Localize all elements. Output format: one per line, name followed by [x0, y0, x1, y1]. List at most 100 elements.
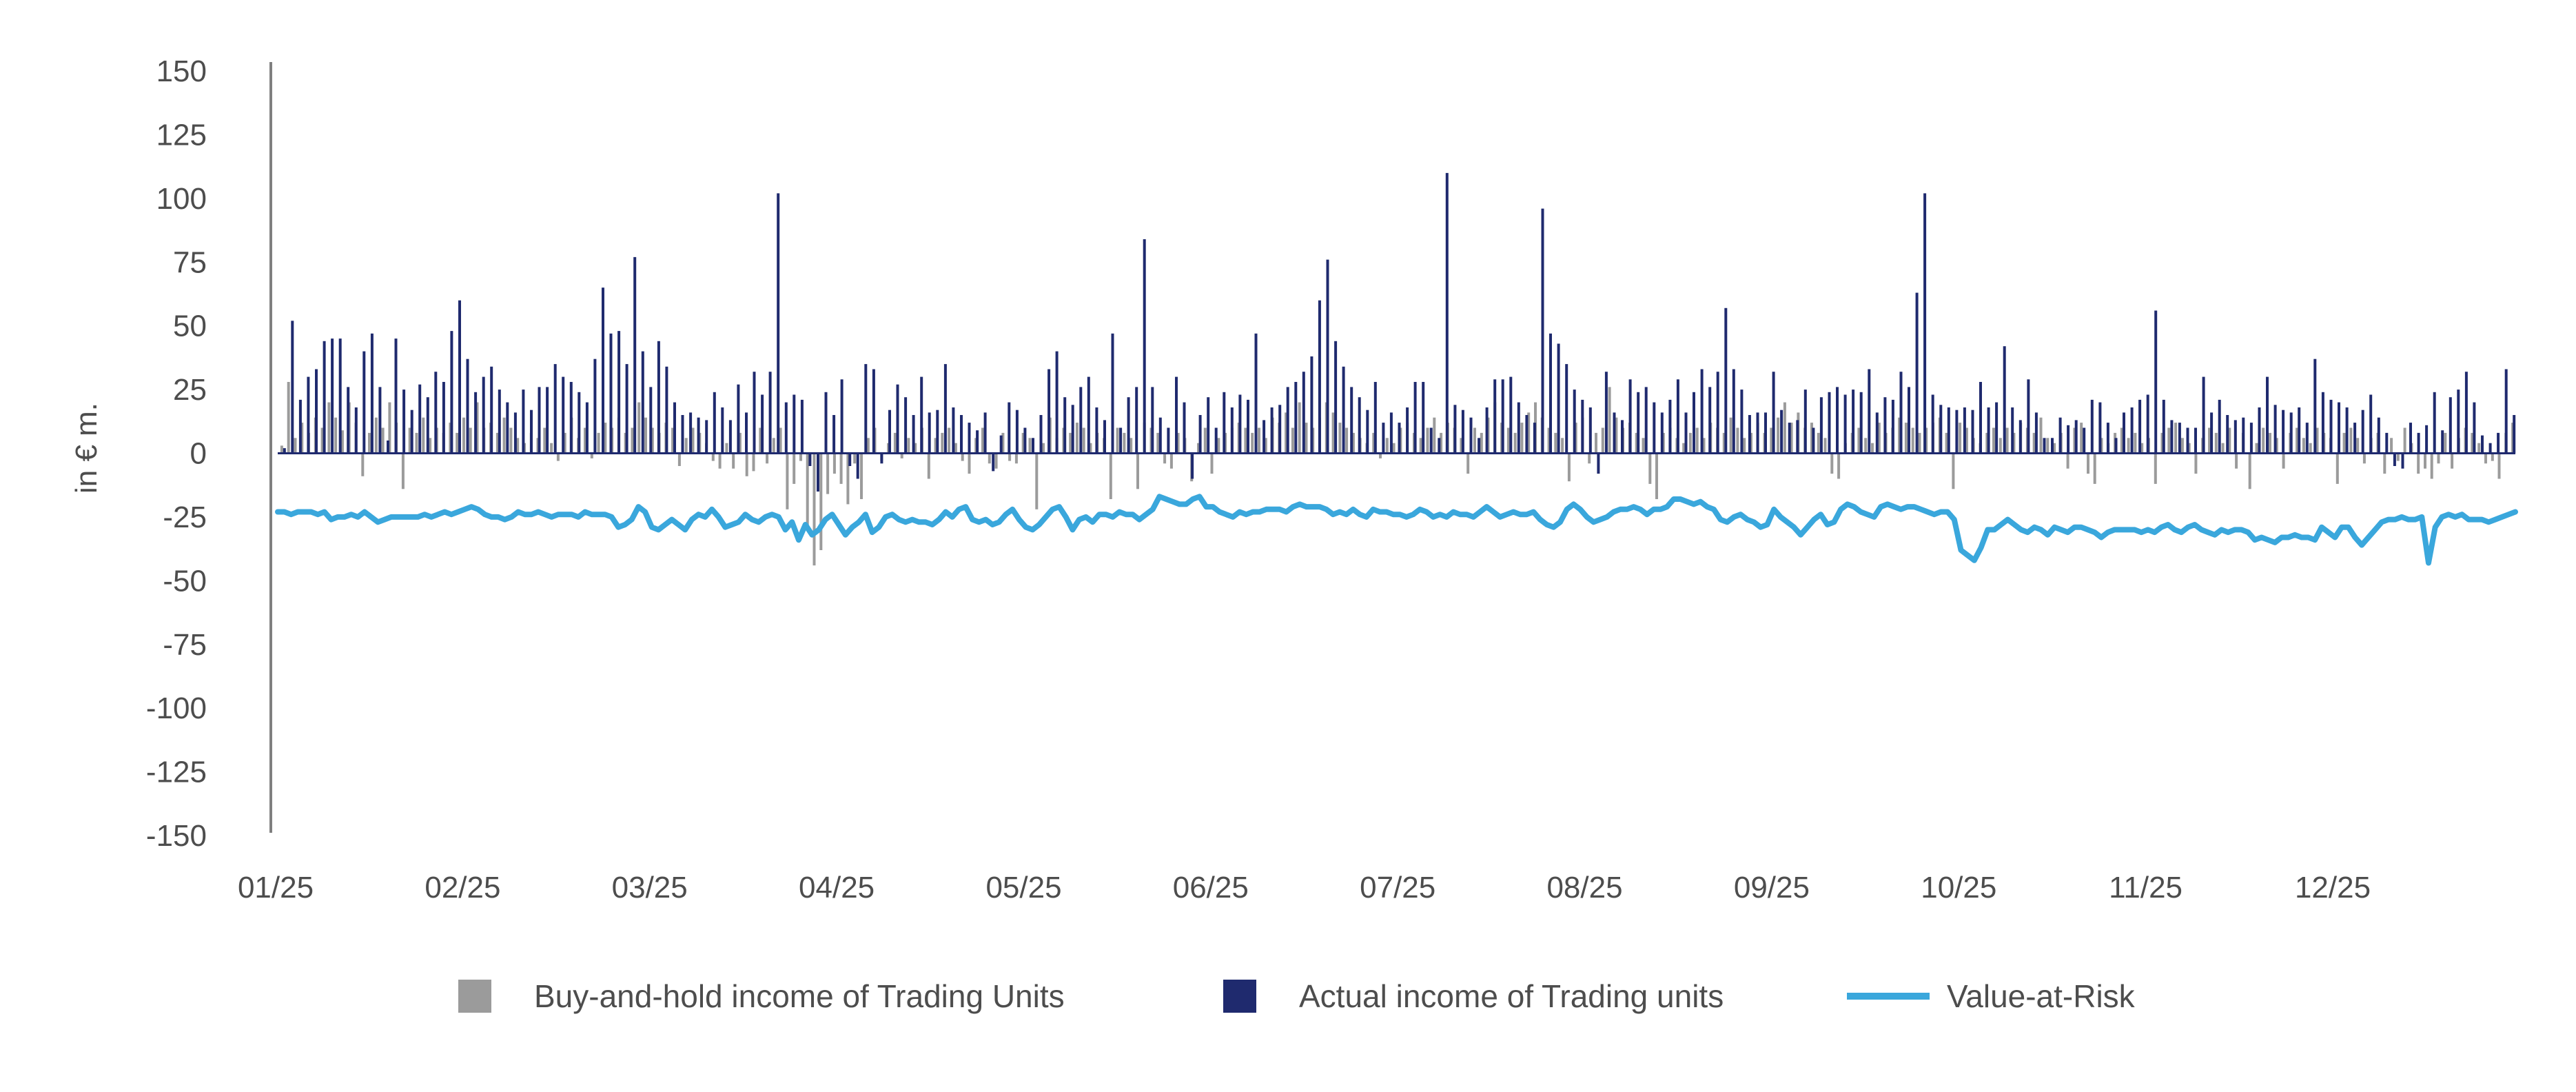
- buy-and-hold-bar: [2012, 432, 2016, 454]
- actual-income-bar: [1637, 392, 1640, 454]
- actual-income-bar: [2162, 399, 2165, 454]
- buy-and-hold-bar: [2005, 427, 2009, 454]
- actual-income-bar: [2289, 412, 2293, 454]
- actual-income-bar: [2249, 423, 2253, 454]
- actual-income-bar: [2130, 407, 2134, 454]
- actual-income-bar: [1517, 402, 1520, 454]
- buy-and-hold-bar: [1520, 423, 1524, 454]
- buy-and-hold-bar: [2039, 417, 2043, 454]
- actual-income-bar: [649, 387, 653, 454]
- y-tick-label: -75: [163, 628, 207, 662]
- buy-and-hold-bar: [684, 438, 688, 454]
- buy-and-hold-bar: [2451, 453, 2454, 469]
- x-tick-label: 03/25: [612, 871, 688, 904]
- actual-income-bar: [1389, 412, 1393, 454]
- actual-income-bar: [864, 364, 868, 454]
- buy-and-hold-bar: [2066, 453, 2069, 469]
- y-axis-title: in € m.: [70, 403, 103, 494]
- actual-income-bar: [1812, 427, 1815, 454]
- y-tick-label: 125: [156, 118, 207, 152]
- value-at-risk-path: [275, 494, 2518, 566]
- buy-and-hold-bar: [381, 427, 385, 454]
- actual-income-bar: [2313, 358, 2317, 454]
- actual-income-bar: [1875, 412, 1879, 454]
- actual-income-bar: [602, 287, 604, 454]
- buy-and-hold-bar: [2134, 432, 2137, 454]
- actual-income-bar: [753, 372, 756, 454]
- actual-income-bar: [2361, 410, 2364, 454]
- buy-and-hold-bar: [988, 453, 991, 464]
- buy-and-hold-bar: [2417, 453, 2420, 474]
- buy-and-hold-bar: [1210, 453, 1214, 474]
- buy-and-hold-bar: [2032, 432, 2036, 454]
- actual-income-bar: [1310, 356, 1313, 454]
- buy-and-hold-bar: [2053, 443, 2056, 454]
- y-tick-label: 150: [156, 54, 207, 88]
- buy-and-hold-bar: [1952, 453, 1955, 489]
- actual-income-bar: [1628, 379, 1632, 454]
- actual-income-bar: [1868, 369, 1871, 454]
- actual-income-bar: [1032, 438, 1034, 454]
- buy-and-hold-bar: [1351, 432, 1355, 454]
- value-at-risk-line: [275, 494, 2518, 566]
- actual-income-bar: [2401, 453, 2404, 469]
- buy-and-hold-bar: [1588, 453, 1591, 464]
- x-tick-label: 06/25: [1173, 871, 1249, 904]
- actual-income-bar: [1270, 407, 1274, 454]
- actual-income-bar: [2258, 407, 2261, 454]
- buy-and-hold-bar: [287, 382, 290, 454]
- actual-income-bar: [1485, 407, 1489, 454]
- buy-and-hold-bar: [2208, 427, 2211, 454]
- buy-and-hold-bar: [759, 427, 762, 454]
- actual-income-bar: [793, 394, 796, 454]
- actual-income-bar: [1191, 453, 1194, 479]
- actual-income-bar: [2433, 392, 2436, 454]
- actual-income-bar: [1493, 379, 1497, 454]
- buy-and-hold-bar: [462, 417, 465, 454]
- actual-income-bar: [1278, 405, 1282, 454]
- actual-income-bar: [1908, 387, 1910, 454]
- actual-income-bar: [983, 412, 987, 454]
- actual-income-bar: [1406, 407, 1409, 454]
- buy-and-hold-bar: [1904, 423, 1908, 454]
- actual-income-bar: [1167, 427, 1170, 454]
- actual-income-bar: [912, 415, 915, 454]
- buy-and-hold-bar: [1075, 423, 1079, 454]
- actual-income-bar: [1318, 300, 1321, 454]
- buy-and-hold-bar: [1561, 438, 1564, 454]
- buy-and-hold-bar: [1014, 453, 1018, 464]
- buy-and-hold-bar: [1379, 453, 1382, 458]
- actual-income-bar: [665, 366, 668, 454]
- buy-and-hold-bar: [1695, 427, 1699, 454]
- buy-and-hold-bar: [893, 432, 897, 454]
- actual-income-bar: [2345, 407, 2349, 454]
- actual-income-bar: [2417, 432, 2420, 454]
- actual-income-bar: [2441, 430, 2444, 454]
- actual-income-bar: [2353, 423, 2357, 454]
- buy-and-hold-bar: [327, 402, 331, 454]
- buy-and-hold-bar: [516, 438, 520, 454]
- buy-and-hold-bar: [2356, 438, 2360, 454]
- buy-and-hold-bar: [2174, 423, 2178, 454]
- actual-income-bar: [1015, 410, 1019, 454]
- actual-income-bar: [593, 358, 597, 454]
- buy-and-hold-bar: [907, 438, 910, 454]
- buy-and-hold-bar: [1440, 432, 1443, 454]
- actual-income-bar: [1740, 390, 1744, 454]
- actual-income-bar: [1613, 412, 1616, 454]
- buy-and-hold-bar: [1042, 443, 1045, 454]
- actual-income-bar: [1883, 397, 1887, 454]
- actual-income-bar: [387, 441, 389, 454]
- buy-and-hold-bar: [2282, 453, 2285, 469]
- actual-income-bar: [1772, 372, 1775, 454]
- buy-and-hold-bar: [415, 432, 418, 454]
- x-tick-label: 11/25: [2109, 871, 2183, 904]
- buy-and-hold-bar: [839, 453, 843, 484]
- actual-income-bar: [920, 376, 923, 454]
- actual-income-bar: [1509, 376, 1513, 454]
- buy-and-hold-bar: [968, 453, 971, 474]
- buy-and-hold-bar: [860, 453, 863, 499]
- buy-and-hold-bar: [1985, 432, 1989, 454]
- actual-income-bar: [777, 193, 780, 454]
- actual-income-bar: [2067, 425, 2070, 454]
